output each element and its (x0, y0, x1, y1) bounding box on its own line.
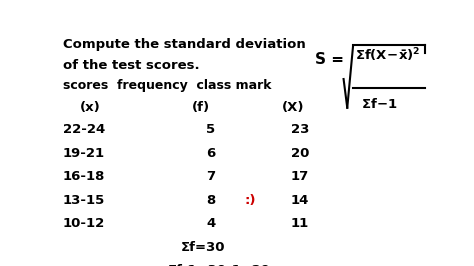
Text: 22-24: 22-24 (63, 123, 105, 136)
Text: 5: 5 (206, 123, 215, 136)
Text: of the test scores.: of the test scores. (63, 59, 200, 72)
Text: (X): (X) (282, 101, 304, 114)
Text: $\mathbf{\Sigma f(X\!-\!\bar{x})^2}$: $\mathbf{\Sigma f(X\!-\!\bar{x})^2}$ (355, 46, 420, 64)
Text: 16-18: 16-18 (63, 170, 105, 183)
Text: Σf=30: Σf=30 (181, 241, 225, 254)
Text: 11: 11 (291, 217, 309, 230)
Text: 8: 8 (206, 194, 216, 207)
Text: 20: 20 (291, 147, 309, 160)
Text: 19-21: 19-21 (63, 147, 105, 160)
Text: 4: 4 (206, 217, 216, 230)
Text: 13-15: 13-15 (63, 194, 105, 207)
Text: 7: 7 (206, 170, 215, 183)
Text: S =: S = (315, 52, 344, 67)
Text: 23: 23 (291, 123, 309, 136)
Text: :): :) (245, 194, 256, 207)
Text: (x): (x) (80, 101, 100, 114)
Text: 10-12: 10-12 (63, 217, 105, 230)
Text: 17: 17 (291, 170, 309, 183)
Text: Σf-1=30-1=29: Σf-1=30-1=29 (168, 264, 271, 266)
Text: scores  frequency  class mark: scores frequency class mark (63, 79, 272, 92)
Text: Compute the standard deviation: Compute the standard deviation (63, 38, 306, 51)
Text: 14: 14 (291, 194, 309, 207)
Text: 6: 6 (206, 147, 216, 160)
Text: (f): (f) (191, 101, 210, 114)
Text: $\mathbf{\Sigma f\!-\!1}$: $\mathbf{\Sigma f\!-\!1}$ (361, 97, 398, 111)
